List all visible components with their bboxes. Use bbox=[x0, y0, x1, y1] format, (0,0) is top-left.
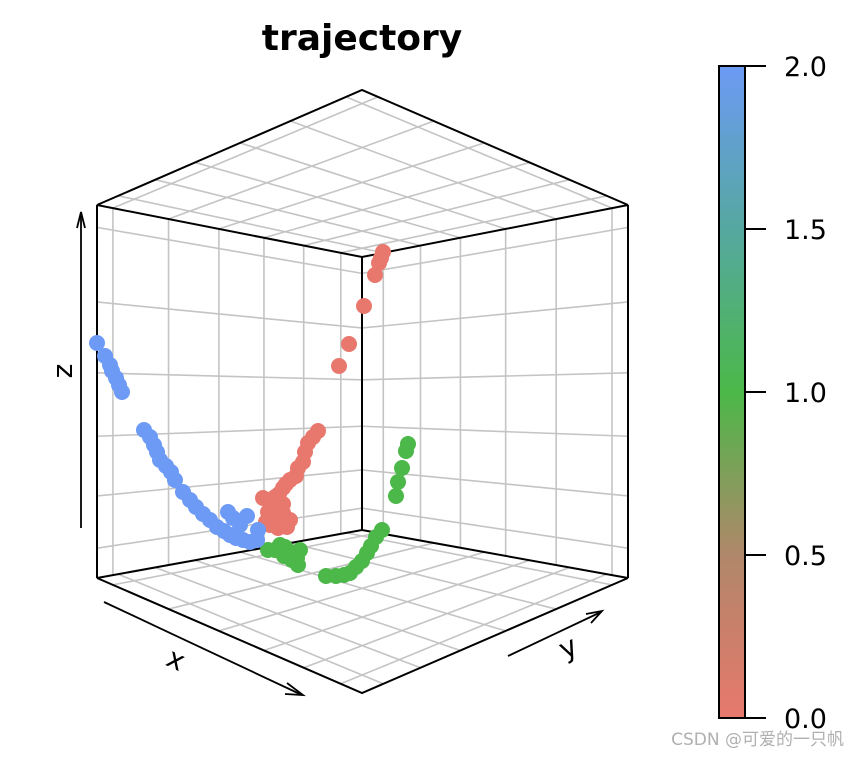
data-point bbox=[275, 496, 291, 512]
colorbar-tick-1.5: 1.5 bbox=[784, 215, 827, 246]
grid-lines bbox=[96, 96, 629, 685]
data-point bbox=[341, 336, 357, 352]
data-point bbox=[390, 474, 406, 490]
x-axis-arrow bbox=[103, 601, 303, 696]
data-point bbox=[318, 568, 334, 584]
colorbar-tick-1.0: 1.0 bbox=[784, 378, 827, 409]
data-point bbox=[279, 519, 295, 535]
data-point bbox=[388, 488, 404, 504]
colorbar: 2.0 1.5 1.0 0.5 0.0 bbox=[718, 52, 827, 735]
colorbar-tick-0.5: 0.5 bbox=[784, 541, 827, 572]
axes-box bbox=[96, 88, 629, 695]
data-point bbox=[89, 335, 105, 351]
colorbar-gradient bbox=[718, 65, 746, 719]
data-point bbox=[398, 443, 414, 459]
chart-title: trajectory bbox=[262, 18, 463, 59]
y-axis-arrow bbox=[507, 611, 602, 657]
axis-arrows bbox=[76, 211, 605, 697]
scatter-points bbox=[89, 244, 416, 584]
data-point bbox=[114, 384, 130, 400]
y-axis-label: y bbox=[553, 629, 582, 666]
colorbar-tick-2.0: 2.0 bbox=[784, 52, 827, 83]
data-point bbox=[232, 517, 248, 533]
data-point bbox=[250, 522, 266, 538]
data-point bbox=[167, 472, 183, 488]
data-point bbox=[290, 557, 306, 573]
watermark: CSDN @可爱的一只帆 bbox=[671, 730, 844, 750]
data-point bbox=[367, 267, 383, 283]
data-point bbox=[356, 298, 372, 314]
data-point bbox=[260, 542, 276, 558]
data-point bbox=[394, 460, 410, 476]
z-axis-label: z bbox=[46, 364, 79, 379]
data-point bbox=[331, 358, 347, 374]
colorbar-tick-0.0: 0.0 bbox=[784, 704, 827, 735]
x-axis-label: x bbox=[162, 641, 191, 678]
